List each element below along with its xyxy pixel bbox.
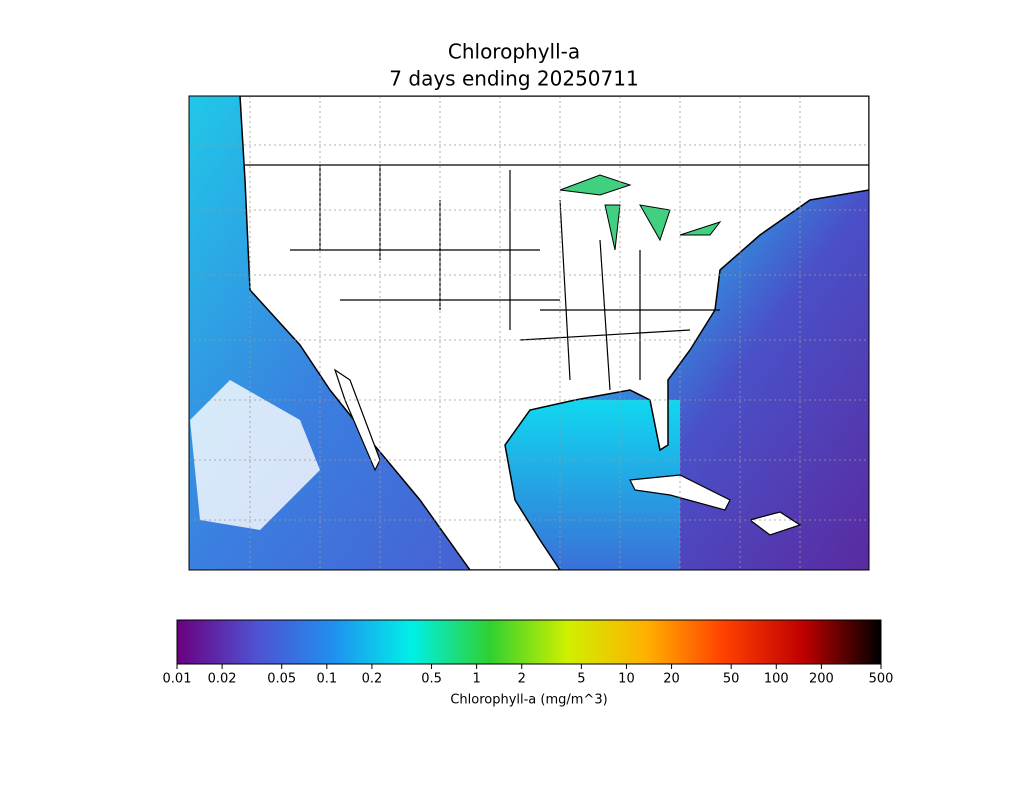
- colorbar-tick-label: 1: [472, 672, 480, 687]
- colorbar-tick-label: 0.1: [316, 672, 337, 687]
- colorbar-tick-label: 2: [518, 672, 526, 687]
- map-frame: [188, 95, 870, 571]
- colorbar-tick-label: 200: [809, 672, 834, 687]
- colorbar-tick-label: 100: [764, 672, 789, 687]
- colorbar-tick-label: 500: [869, 672, 894, 687]
- colorbar-tick-label: 50: [723, 672, 740, 687]
- colorbar-label: Chlorophyll-a (mg/m^3): [450, 693, 607, 708]
- colorbar-tick-label: 0.05: [267, 672, 296, 687]
- subtitle: 7 days ending 20250711: [389, 67, 638, 91]
- map: [189, 96, 869, 570]
- colorbar-tick-label: 0.01: [163, 672, 192, 687]
- colorbar-tick-label: 10: [618, 672, 635, 687]
- colorbar-tick-label: 0.02: [208, 672, 237, 687]
- colorbar-tick-label: 0.2: [362, 672, 383, 687]
- colorbar-tick-label: 20: [663, 672, 680, 687]
- title: Chlorophyll-a: [448, 40, 580, 64]
- colorbar-tick-label: 5: [577, 672, 585, 687]
- colorbar: [176, 619, 882, 665]
- colorbar-tick-label: 0.5: [421, 672, 442, 687]
